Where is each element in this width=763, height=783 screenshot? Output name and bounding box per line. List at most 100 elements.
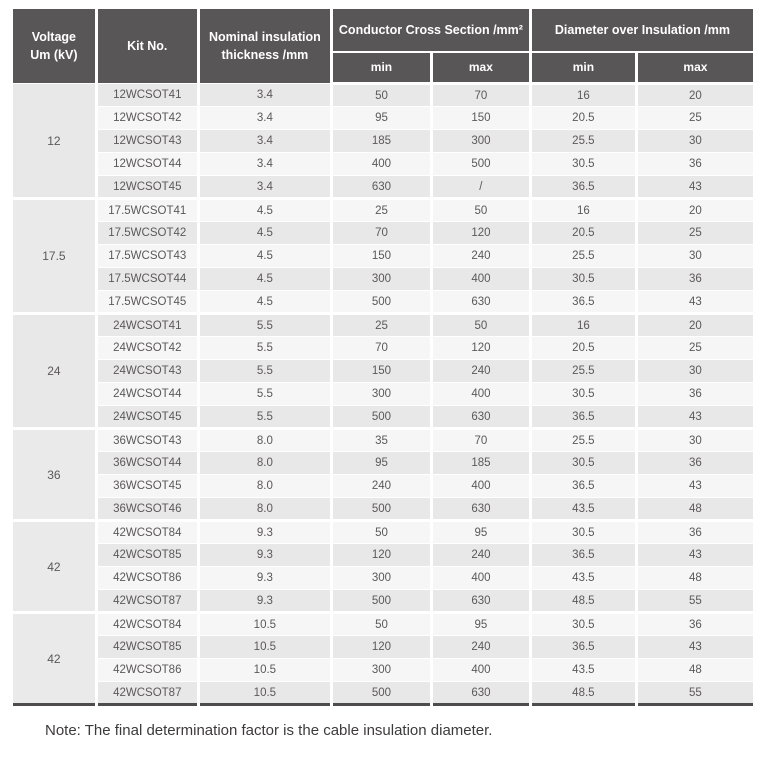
dia-min-cell: 36.5	[528, 635, 638, 659]
ccs-max-cell: 630	[429, 405, 532, 429]
ccs-max-cell: 300	[429, 129, 532, 153]
thickness-cell: 8.0	[196, 497, 334, 521]
ccs-min-cell: 50	[330, 83, 433, 107]
ccs-min-cell: 500	[330, 405, 433, 429]
table-row: 42WCSOT87 9.3 500 630 48.5 55	[12, 589, 757, 613]
thickness-cell: 10.5	[196, 635, 334, 659]
thickness-cell: 5.5	[196, 336, 334, 360]
kit-no-cell: 12WCSOT45	[94, 175, 200, 199]
col-header-conductor-cross-section: Conductor Cross Section /mm²	[330, 8, 532, 53]
table-row: 36WCSOT45 8.0 240 400 36.5 43	[12, 474, 757, 498]
ccs-min-cell: 95	[330, 451, 433, 475]
voltage-group-cell: 42	[10, 611, 98, 705]
dia-max-cell: 25	[634, 336, 757, 360]
ccs-min-cell: 70	[330, 336, 433, 360]
kit-no-cell: 17.5WCSOT41	[94, 197, 200, 222]
table-row: 24WCSOT42 5.5 70 120 20.5 25	[12, 336, 757, 360]
ccs-min-cell: 300	[330, 267, 433, 291]
dia-min-cell: 30.5	[528, 152, 638, 176]
ccs-max-cell: /	[429, 175, 532, 199]
table-row: 24WCSOT44 5.5 300 400 30.5 36	[12, 382, 757, 406]
col-subheader-ccs-max: max	[429, 50, 532, 85]
kit-no-cell: 42WCSOT85	[94, 543, 200, 567]
thickness-cell: 3.4	[196, 83, 334, 107]
kit-no-cell: 17.5WCSOT45	[94, 290, 200, 314]
ccs-min-cell: 300	[330, 566, 433, 590]
dia-min-cell: 36.5	[528, 290, 638, 314]
thickness-cell: 4.5	[196, 290, 334, 314]
table-row: 36WCSOT46 8.0 500 630 43.5 48	[12, 497, 757, 521]
ccs-min-cell: 240	[330, 474, 433, 498]
dia-max-cell: 55	[634, 589, 757, 613]
dia-min-cell: 25.5	[528, 244, 638, 268]
ccs-min-cell: 500	[330, 681, 433, 705]
page: Voltage Um (kV) Kit No. Nominal insulati…	[10, 8, 757, 739]
dia-min-cell: 43.5	[528, 497, 638, 521]
ccs-max-cell: 400	[429, 382, 532, 406]
col-header-voltage-line1: Voltage	[31, 29, 77, 44]
kit-no-cell: 24WCSOT41	[94, 312, 200, 337]
ccs-min-cell: 25	[330, 197, 433, 222]
ccs-max-cell: 240	[429, 543, 532, 567]
ccs-min-cell: 150	[330, 359, 433, 383]
ccs-min-cell: 300	[330, 382, 433, 406]
dia-min-cell: 30.5	[528, 267, 638, 291]
dia-max-cell: 36	[634, 611, 757, 636]
table-row: 36 36WCSOT43 8.0 35 70 25.5 30	[10, 427, 757, 521]
table-row: 17.5WCSOT42 4.5 70 120 20.5 25	[12, 221, 757, 245]
thickness-cell: 8.0	[196, 451, 334, 475]
thickness-cell: 3.4	[196, 175, 334, 199]
thickness-cell: 4.5	[196, 221, 334, 245]
dia-min-cell: 20.5	[528, 221, 638, 245]
kit-no-cell: 12WCSOT44	[94, 152, 200, 176]
table-row: 12WCSOT42 3.4 95 150 20.5 25	[12, 106, 757, 130]
kit-no-cell: 42WCSOT85	[94, 635, 200, 659]
dia-max-cell: 30	[634, 129, 757, 153]
table-row: 42WCSOT86 9.3 300 400 43.5 48	[12, 566, 757, 590]
ccs-min-cell: 185	[330, 129, 433, 153]
col-header-voltage: Voltage Um (kV)	[10, 8, 98, 84]
ccs-max-cell: 500	[429, 152, 532, 176]
dia-min-cell: 30.5	[528, 451, 638, 475]
col-subheader-dia-max: max	[634, 50, 757, 85]
dia-max-cell: 30	[634, 244, 757, 268]
table-row: 17.5WCSOT45 4.5 500 630 36.5 43	[12, 290, 757, 314]
thickness-cell: 10.5	[196, 681, 334, 705]
ccs-min-cell: 150	[330, 244, 433, 268]
table-row: 17.5WCSOT43 4.5 150 240 25.5 30	[12, 244, 757, 268]
ccs-min-cell: 95	[330, 106, 433, 130]
ccs-min-cell: 120	[330, 635, 433, 659]
thickness-cell: 9.3	[196, 566, 334, 590]
dia-max-cell: 36	[634, 152, 757, 176]
thickness-cell: 5.5	[196, 312, 334, 337]
kit-no-cell: 42WCSOT84	[94, 519, 200, 544]
ccs-min-cell: 50	[330, 519, 433, 544]
kit-specification-table: Voltage Um (kV) Kit No. Nominal insulati…	[10, 8, 757, 706]
dia-min-cell: 25.5	[528, 129, 638, 153]
dia-max-cell: 25	[634, 106, 757, 130]
kit-no-cell: 42WCSOT86	[94, 658, 200, 682]
dia-max-cell: 20	[634, 83, 757, 107]
dia-max-cell: 25	[634, 221, 757, 245]
thickness-cell: 10.5	[196, 658, 334, 682]
thickness-cell: 9.3	[196, 519, 334, 544]
ccs-max-cell: 185	[429, 451, 532, 475]
ccs-max-cell: 240	[429, 635, 532, 659]
voltage-group-cell: 12	[10, 83, 98, 199]
kit-no-cell: 24WCSOT44	[94, 382, 200, 406]
dia-min-cell: 20.5	[528, 106, 638, 130]
dia-min-cell: 48.5	[528, 681, 638, 705]
kit-no-cell: 12WCSOT41	[94, 83, 200, 107]
table-row: 24WCSOT45 5.5 500 630 36.5 43	[12, 405, 757, 429]
ccs-max-cell: 70	[429, 83, 532, 107]
kit-no-cell: 36WCSOT46	[94, 497, 200, 521]
ccs-max-cell: 240	[429, 244, 532, 268]
kit-no-cell: 36WCSOT45	[94, 474, 200, 498]
dia-min-cell: 30.5	[528, 611, 638, 636]
dia-max-cell: 48	[634, 497, 757, 521]
ccs-max-cell: 630	[429, 681, 532, 705]
thickness-cell: 3.4	[196, 129, 334, 153]
table-row: 42 42WCSOT84 10.5 50 95 30.5 36	[10, 611, 757, 705]
thickness-cell: 9.3	[196, 589, 334, 613]
kit-no-cell: 17.5WCSOT44	[94, 267, 200, 291]
